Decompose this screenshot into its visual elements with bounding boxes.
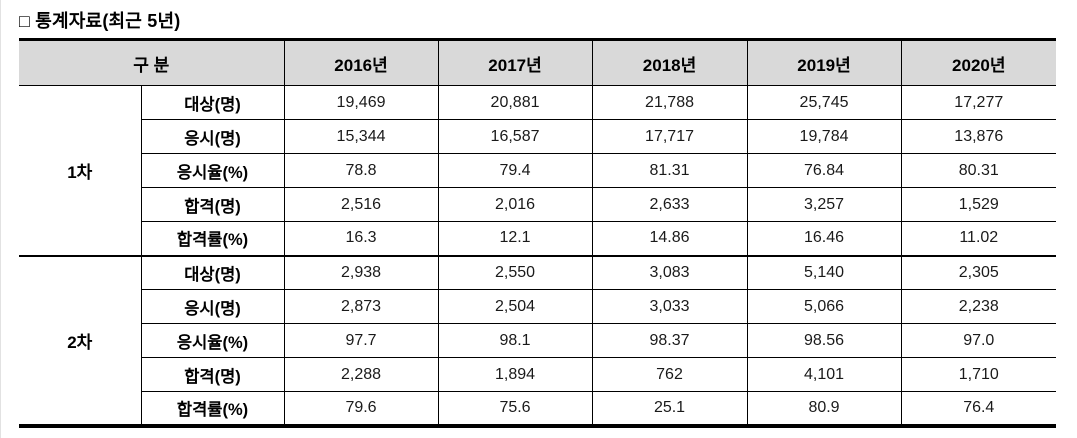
row-label: 응시(명)	[140, 119, 285, 154]
data-cell: 21,788	[591, 85, 748, 120]
row-label: 합격(명)	[140, 357, 285, 392]
data-cell: 75.6	[437, 391, 593, 426]
table-row: 합격률(%) 79.6 75.6 25.1 80.9 76.4	[19, 391, 1057, 426]
data-cell: 16.46	[746, 221, 902, 256]
year-header: 2017년	[437, 39, 593, 86]
data-cell: 78.8	[283, 153, 439, 188]
data-cell: 25.1	[591, 391, 748, 426]
table-body: 1차 대상(명) 19,469 20,881 21,788 25,745 17,277 응시(…	[19, 85, 1057, 426]
data-cell: 81.31	[591, 153, 748, 188]
data-cell: 2,288	[283, 357, 439, 392]
header-row: 구 분 2016년 2017년 2018년 2019년 2020년	[19, 39, 1057, 86]
data-cell: 76.84	[746, 153, 902, 188]
page-title: □ 통계자료(최근 5년)	[19, 11, 181, 31]
data-cell: 17,277	[900, 85, 1057, 120]
data-cell: 2,016	[437, 187, 593, 222]
data-cell: 2,938	[283, 254, 439, 290]
data-cell: 2,516	[283, 187, 439, 222]
data-cell: 19,469	[283, 85, 439, 120]
stats-table: 구 분 2016년 2017년 2018년 2019년 2020년 1차 대상(명) 19,…	[19, 38, 1057, 428]
data-cell: 76.4	[900, 391, 1057, 426]
year-header: 2016년	[283, 39, 439, 86]
table-row: 응시(명) 15,344 16,587 17,717 19,784 13,876	[19, 119, 1057, 154]
data-cell: 79.6	[283, 391, 439, 426]
table-row: 응시율(%) 78.8 79.4 81.31 76.84 80.31	[19, 153, 1057, 188]
data-cell: 3,083	[591, 254, 748, 290]
row-label: 합격률(%)	[140, 221, 285, 256]
data-cell: 1,894	[437, 357, 593, 392]
table-row: 응시(명) 2,873 2,504 3,033 5,066 2,238	[19, 289, 1057, 324]
data-cell: 1,529	[900, 187, 1057, 222]
table-row: 합격률(%) 16.3 12.1 14.86 16.46 11.02	[19, 221, 1057, 256]
data-cell: 2,633	[591, 187, 748, 222]
year-header: 2018년	[591, 39, 748, 86]
data-cell: 98.1	[437, 323, 593, 358]
row-label: 대상(명)	[140, 85, 285, 120]
table-row: 합격(명) 2,516 2,016 2,633 3,257 1,529	[19, 187, 1057, 222]
year-header: 2019년	[746, 39, 902, 86]
data-cell: 17,717	[591, 119, 748, 154]
data-cell: 13,876	[900, 119, 1057, 154]
data-cell: 3,033	[591, 289, 748, 324]
data-cell: 98.56	[746, 323, 902, 358]
data-cell: 2,873	[283, 289, 439, 324]
group-label: 1차	[19, 85, 142, 256]
data-cell: 98.37	[591, 323, 748, 358]
data-cell: 2,550	[437, 254, 593, 290]
data-cell: 15,344	[283, 119, 439, 154]
data-cell: 80.9	[746, 391, 902, 426]
category-header: 구 분	[19, 39, 285, 86]
data-cell: 5,066	[746, 289, 902, 324]
data-cell: 25,745	[746, 85, 902, 120]
row-label: 대상(명)	[140, 254, 285, 290]
data-cell: 2,504	[437, 289, 593, 324]
data-cell: 20,881	[437, 85, 593, 120]
data-cell: 12.1	[437, 221, 593, 256]
data-cell: 14.86	[591, 221, 748, 256]
data-cell: 2,305	[900, 254, 1057, 290]
data-cell: 19,784	[746, 119, 902, 154]
data-cell: 80.31	[900, 153, 1057, 188]
data-cell: 97.7	[283, 323, 439, 358]
data-cell: 4,101	[746, 357, 902, 392]
table-row: 응시율(%) 97.7 98.1 98.37 98.56 97.0	[19, 323, 1057, 358]
row-label: 응시율(%)	[140, 323, 285, 358]
data-cell: 97.0	[900, 323, 1057, 358]
table-row: 합격(명) 2,288 1,894 762 4,101 1,710	[19, 357, 1057, 392]
group-label: 2차	[19, 254, 142, 426]
data-cell: 762	[591, 357, 748, 392]
data-cell: 5,140	[746, 254, 902, 290]
table-row: 2차 대상(명) 2,938 2,550 3,083 5,140 2,305	[19, 254, 1057, 426]
data-cell: 3,257	[746, 187, 902, 222]
table-row: 1차 대상(명) 19,469 20,881 21,788 25,745 17,277	[19, 85, 1057, 256]
row-label: 응시(명)	[140, 289, 285, 324]
year-header: 2020년	[900, 39, 1057, 86]
data-cell: 16,587	[437, 119, 593, 154]
data-cell: 1,710	[900, 357, 1057, 392]
row-label: 합격률(%)	[140, 391, 285, 426]
data-cell: 11.02	[900, 221, 1057, 256]
data-cell: 16.3	[283, 221, 439, 256]
data-cell: 2,238	[900, 289, 1057, 324]
row-label: 합격(명)	[140, 187, 285, 222]
data-cell: 79.4	[437, 153, 593, 188]
row-label: 응시율(%)	[140, 153, 285, 188]
